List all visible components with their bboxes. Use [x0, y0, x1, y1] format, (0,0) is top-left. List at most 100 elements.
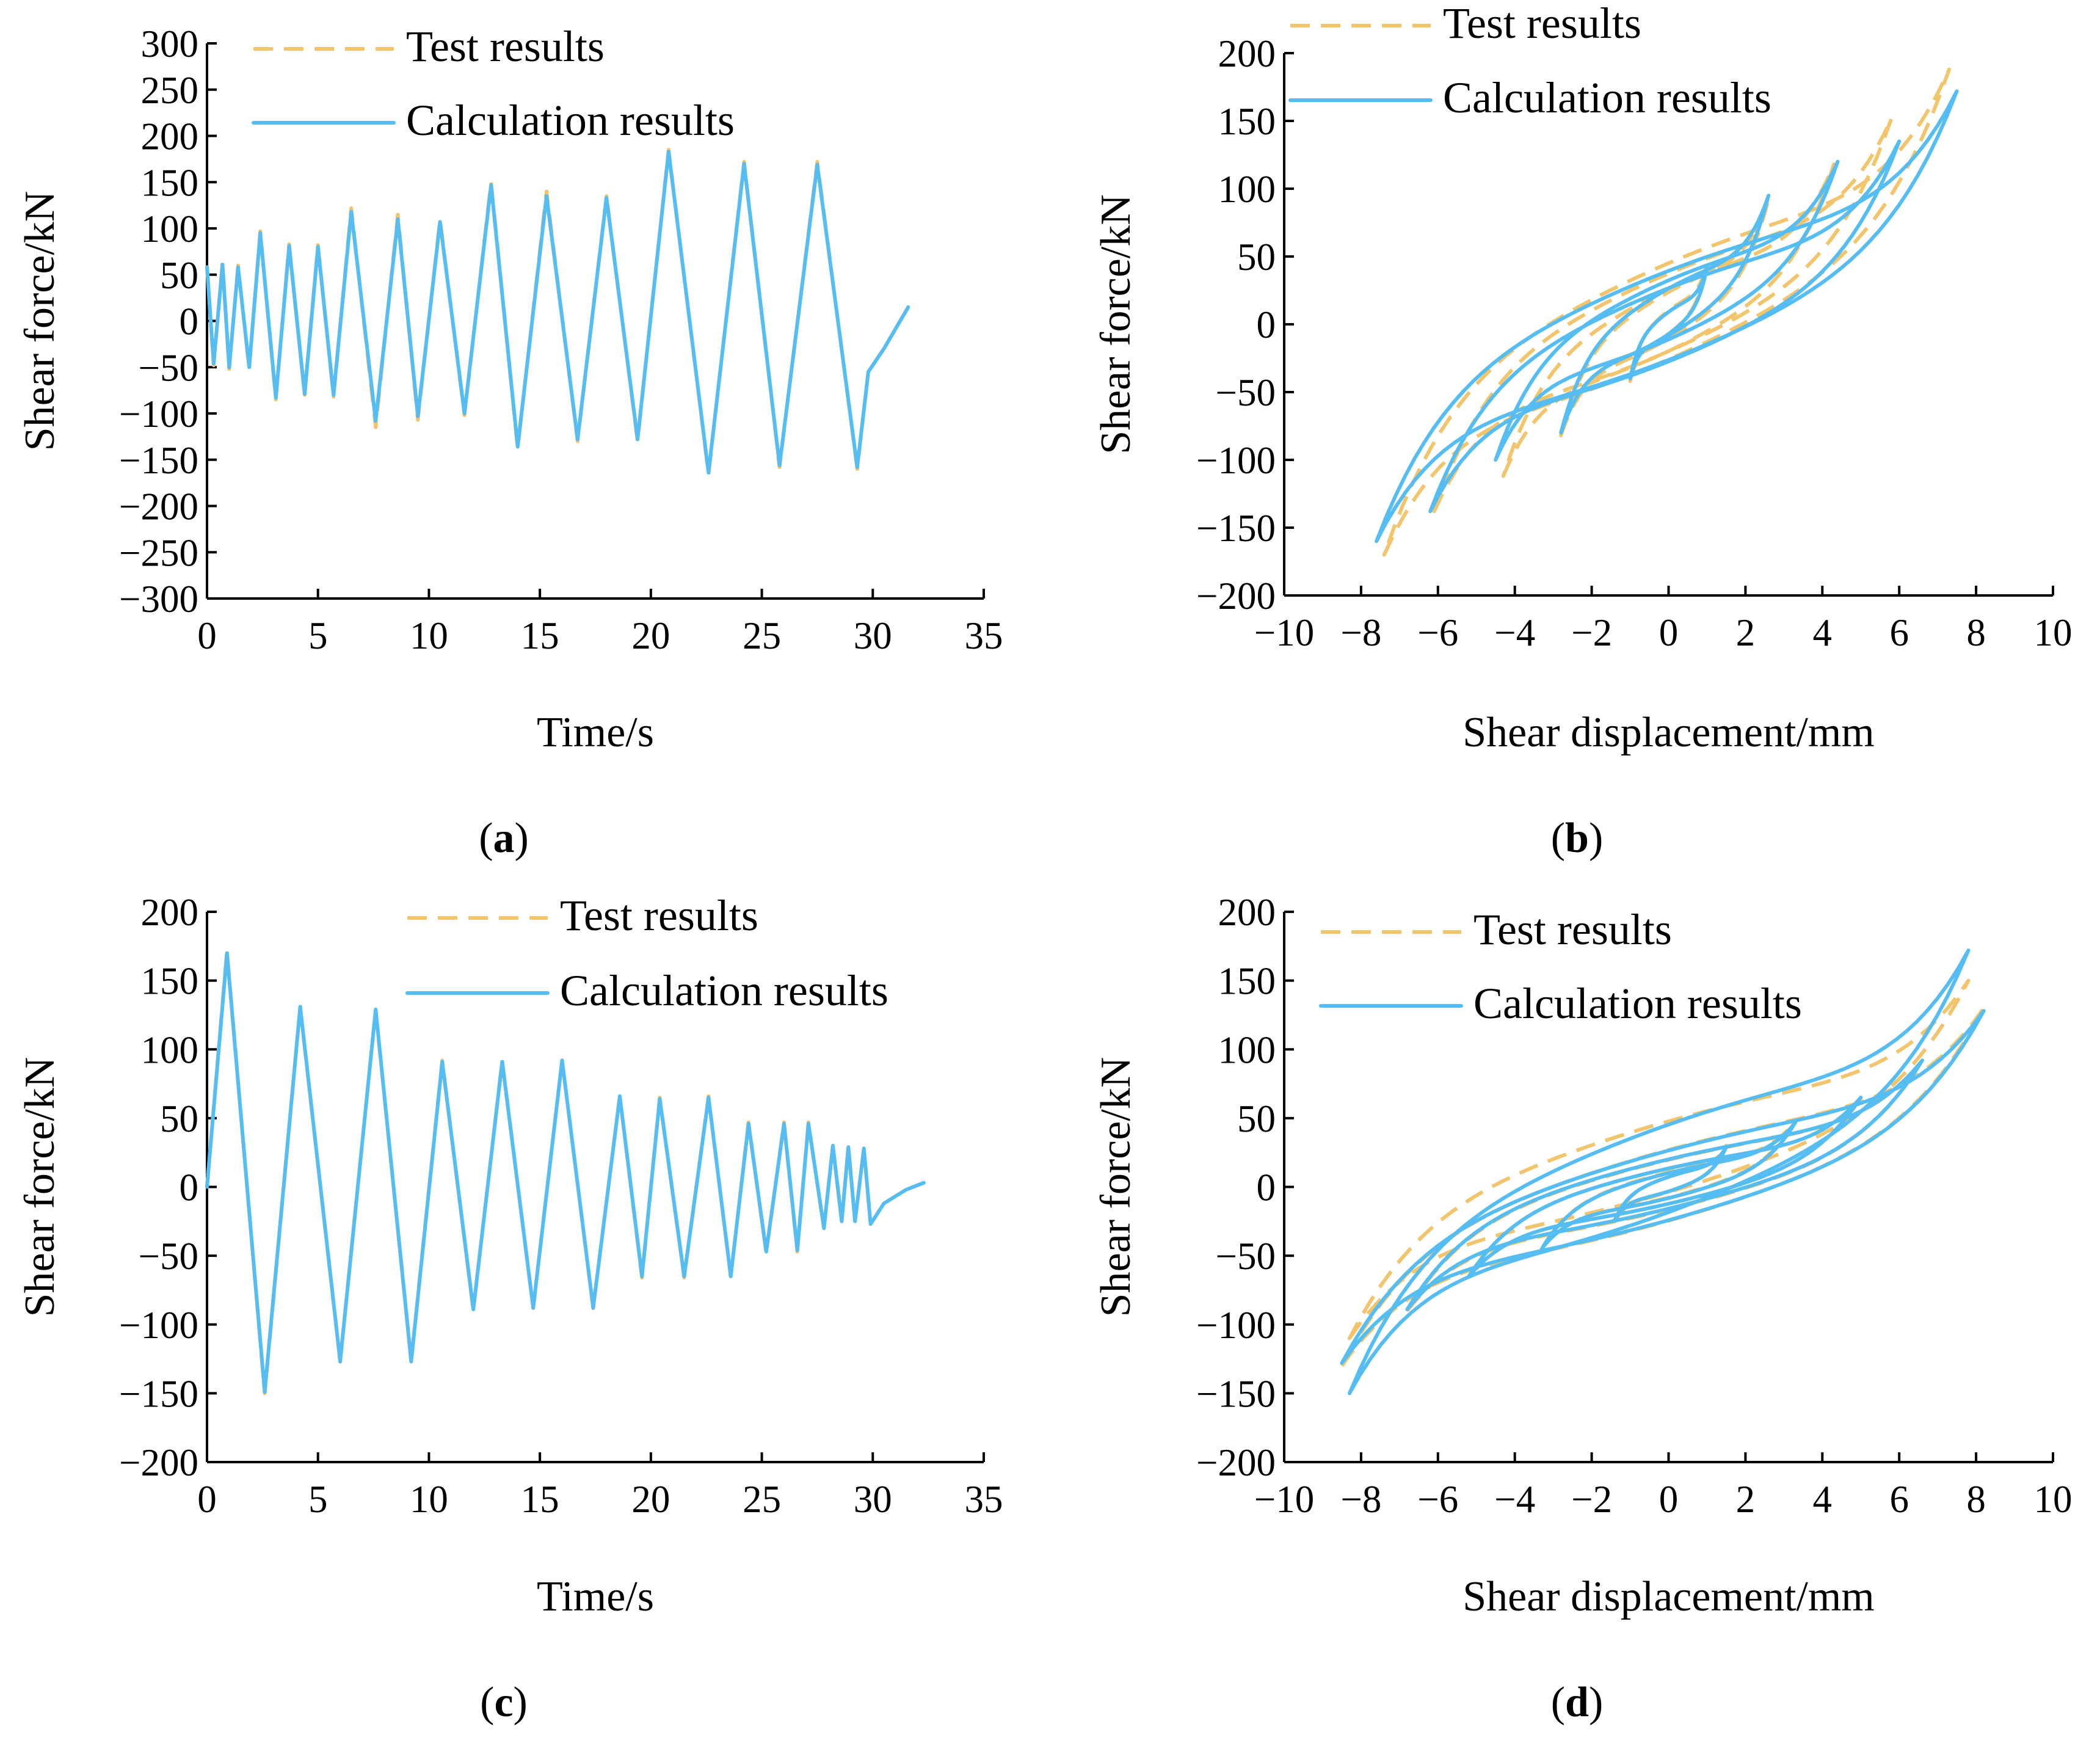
x-tick-label: 2: [1736, 1478, 1756, 1521]
legend-label-test: Test results: [406, 22, 605, 71]
x-tick-label: 10: [2034, 611, 2073, 654]
y-tick-label: 150: [1218, 100, 1276, 143]
hysteresis-loop: [1348, 978, 1971, 1341]
hysteresis-loop: [1405, 1058, 1924, 1313]
y-tick-label: −100: [119, 1304, 198, 1347]
y-tick-label: 0: [1257, 1166, 1276, 1209]
legend-label-test: Test results: [560, 891, 758, 940]
legend-label-calc: Calculation results: [406, 96, 735, 145]
y-tick-label: −300: [119, 578, 198, 620]
y-tick-label: −100: [119, 393, 198, 435]
series-line: [205, 150, 910, 475]
caption-letter: c: [494, 1679, 513, 1726]
chart-c: 0 5 10 15 20 25 30 35 −200 −150 −100 −50 0 50 100 150 20…: [16, 891, 1003, 1726]
legend-label-test: Test results: [1473, 905, 1672, 954]
x-tick-label: 0: [197, 614, 217, 657]
caption-close: ): [514, 1679, 528, 1726]
x-tick-label: 25: [743, 1478, 781, 1521]
caption-close: ): [1589, 815, 1603, 862]
caption-letter: b: [1565, 815, 1589, 862]
x-tick-label: −10: [1254, 1478, 1315, 1521]
caption-letter: a: [493, 815, 515, 862]
x-tick-label: 35: [965, 1478, 1003, 1521]
hysteresis-loop: [1375, 89, 1959, 544]
y-tick-label: 200: [141, 115, 199, 158]
series-calculation-results: [1375, 89, 1959, 544]
legend-label-calc: Calculation results: [560, 966, 888, 1015]
caption-close: ): [515, 815, 529, 862]
x-tick-label: 2: [1736, 611, 1756, 654]
chart-a: 0 5 10 15 20 25 30 35−300−250−200−150−100−50050…: [16, 22, 1003, 862]
y-tick-label: 50: [160, 254, 198, 297]
x-tick-label: 6: [1889, 611, 1909, 654]
x-tick-label: −8: [1340, 1478, 1381, 1521]
x-tick-label: 0: [197, 1478, 217, 1521]
y-tick-label: 150: [141, 960, 199, 1003]
x-tick-label: 35: [965, 614, 1003, 657]
caption-open: (: [479, 815, 493, 862]
y-tick-label: 50: [1237, 236, 1276, 278]
y-tick-label: 300: [141, 23, 199, 65]
y-tick-label: −150: [119, 439, 198, 482]
x-tick-label: 0: [1659, 611, 1679, 654]
chart-d: −10 −8 −6 −4 −2 0 2 4 6 8 10 −200 −150 −100 −50 0 50 100 1…: [1092, 891, 2073, 1726]
legend: Test results Calculation results: [252, 22, 735, 145]
x-tick-label: −4: [1494, 611, 1535, 654]
x-tick-label: 8: [1966, 611, 1986, 654]
x-tick-label: −4: [1494, 1478, 1535, 1521]
hysteresis-loop: [1428, 139, 1902, 514]
x-tick-label: 30: [854, 614, 892, 657]
y-tick-label: 0: [180, 300, 199, 343]
x-tick-label: 10: [2034, 1478, 2073, 1521]
caption-letter: d: [1565, 1679, 1589, 1726]
y-tick-label: 200: [141, 891, 199, 934]
caption-open: (: [1551, 815, 1565, 862]
x-tick-label: 6: [1889, 1478, 1909, 1521]
y-tick-label: −150: [119, 1372, 198, 1415]
x-tick-label: −8: [1340, 611, 1381, 654]
y-tick-label: −200: [119, 486, 198, 528]
legend: Test results Calculation results: [405, 891, 888, 1015]
y-tick-label: −100: [1196, 1304, 1276, 1347]
hysteresis-loop: [1559, 197, 1771, 437]
x-axis-title: Shear displacement/mm: [1462, 1573, 1875, 1620]
caption-close: ): [1589, 1679, 1603, 1726]
x-tick-label: 25: [743, 614, 781, 657]
caption-open: (: [1551, 1679, 1565, 1726]
hysteresis-loop: [1501, 162, 1836, 478]
y-axis-title: Shear force/kN: [16, 191, 64, 451]
x-tick-label: 15: [521, 614, 559, 657]
x-tick-label: −6: [1417, 1478, 1458, 1521]
x-tick-label: 4: [1813, 611, 1833, 654]
hysteresis-loop: [1340, 1009, 1986, 1365]
series-calculation-results: [205, 951, 926, 1394]
legend: Test results Calculation results: [1319, 905, 1802, 1028]
y-tick-label: −50: [138, 346, 198, 389]
y-tick-label: −150: [1196, 1372, 1276, 1415]
legend: Test results Calculation results: [1288, 0, 1771, 122]
x-tick-label: 5: [308, 1478, 328, 1521]
x-tick-label: 20: [631, 614, 670, 657]
x-tick-label: 0: [1659, 1478, 1679, 1521]
chart-b: −10 −8 −6 −4 −2 0 2 4 6 8 10 −200 −150 −100 −50 0 50 100 1…: [1092, 0, 2073, 862]
y-axis-title: Shear force/kN: [1092, 1057, 1139, 1317]
y-tick-label: 100: [1218, 168, 1276, 211]
x-tick-label: 10: [410, 614, 448, 657]
x-tick-label: 20: [631, 1478, 670, 1521]
hysteresis-loop: [1494, 159, 1840, 462]
x-tick-label: 10: [410, 1478, 448, 1521]
x-axis-title: Shear displacement/mm: [1462, 709, 1875, 756]
x-tick-label: −2: [1571, 611, 1612, 654]
y-tick-label: 250: [141, 69, 199, 112]
hysteresis-loop: [1467, 1096, 1863, 1278]
y-tick-label: 100: [141, 1028, 199, 1071]
panel-caption: (c): [480, 1679, 528, 1726]
series-calculation-results: [205, 150, 910, 475]
y-tick-label: −50: [1215, 371, 1276, 414]
x-axis-title: Time/s: [537, 1573, 654, 1620]
x-tick-label: 5: [308, 614, 328, 657]
x-tick-label: −10: [1254, 611, 1315, 654]
x-tick-label: 15: [521, 1478, 559, 1521]
y-tick-label: 50: [160, 1097, 198, 1140]
